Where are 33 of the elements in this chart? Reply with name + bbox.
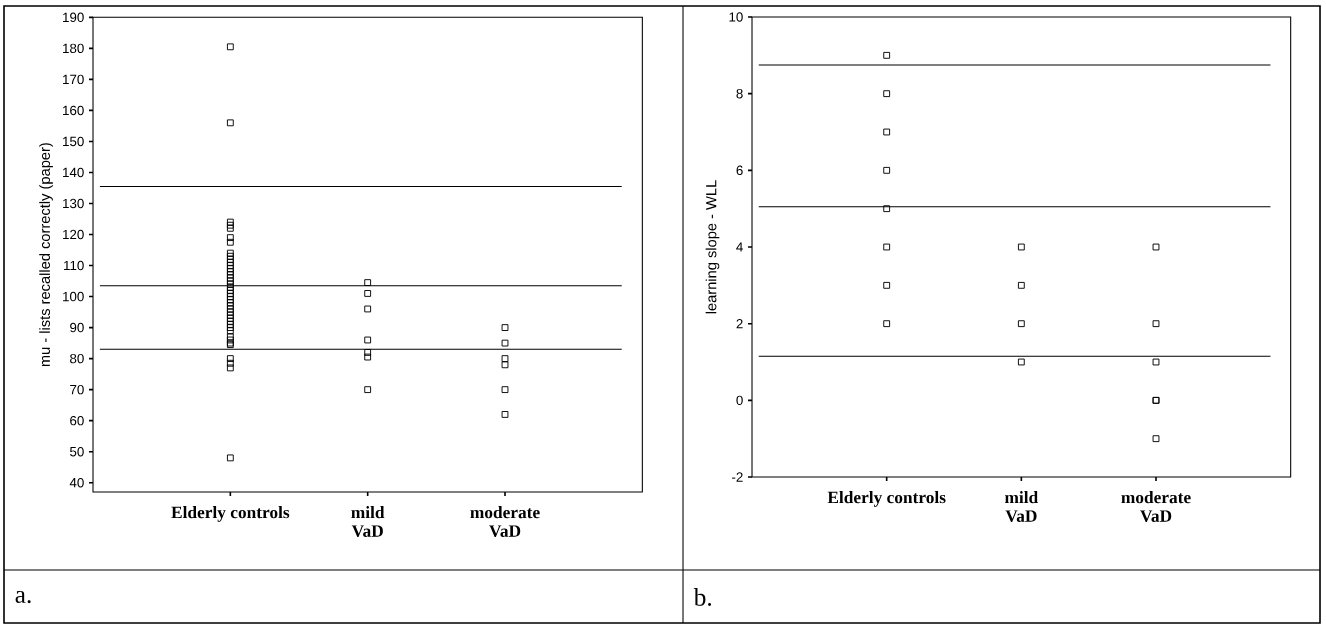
y-tick-label: 90 (70, 322, 84, 333)
y-tick-label: 100 (63, 291, 84, 302)
y-tick-label: 70 (70, 384, 84, 395)
x-tick-label: Elderly controls (171, 506, 290, 522)
y-tick-label: 130 (63, 198, 84, 209)
y-tick-label: 110 (64, 260, 84, 271)
y-tick-label: 40 (69, 477, 84, 488)
y-tick-label: 160 (63, 105, 84, 116)
y-tick-label: 120 (63, 229, 84, 240)
y-tick-label: 0 (736, 395, 743, 406)
y-tick-label: 8 (736, 88, 743, 99)
y-tick-label: 190 (63, 12, 84, 23)
x-tick-label: mild VaD (351, 506, 385, 538)
y-tick-label: 170 (63, 74, 84, 85)
x-tick-label: mild VaD (1004, 491, 1039, 523)
y-tick-label: 10 (729, 12, 743, 22)
x-tick-label: moderate VaD (470, 506, 540, 538)
y-tick-label: 140 (63, 167, 84, 178)
y-tick-label: 150 (63, 136, 84, 147)
y-tick-label: 6 (736, 165, 743, 176)
text: b. (693, 588, 712, 606)
text: a. (15, 590, 31, 604)
y-tick-label: 2 (736, 319, 743, 329)
y-tick-label: 180 (63, 43, 84, 54)
y-tick-label: 50 (70, 446, 84, 457)
x-tick-label: moderate VaD (1121, 491, 1191, 523)
y-axis-title: mu - lists recalled correctly (paper) (39, 143, 53, 367)
x-tick-label: Elderly controls (827, 491, 946, 507)
y-tick-label: 80 (70, 353, 84, 364)
y-tick-label: -2 (732, 472, 743, 482)
y-axis-title: learning slope - WLL (705, 180, 720, 314)
y-tick-label: 60 (70, 415, 84, 426)
y-tick-label: 4 (736, 242, 743, 252)
